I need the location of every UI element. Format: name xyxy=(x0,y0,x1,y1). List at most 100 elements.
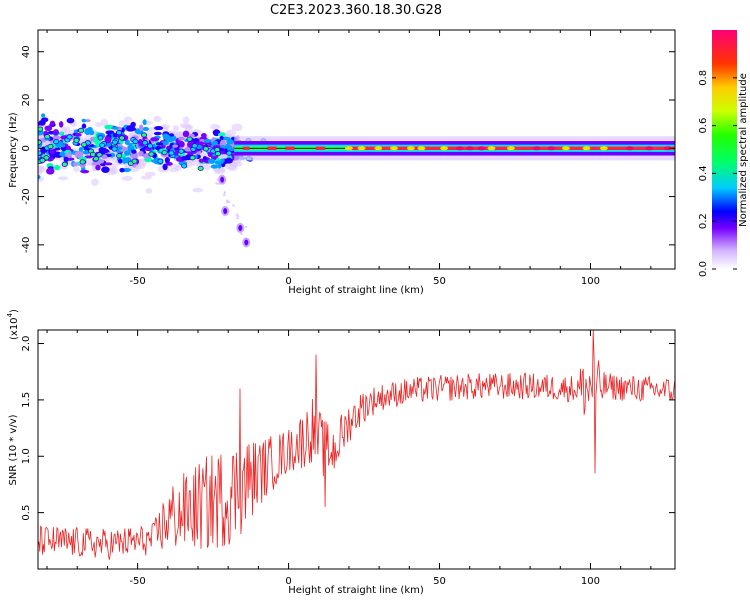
spectrogram-cell xyxy=(144,171,156,177)
snr-multiplier-close: ) xyxy=(9,309,20,313)
spectrogram-cell xyxy=(44,125,53,132)
spectrogram-cell xyxy=(223,191,227,194)
spectrogram-cell xyxy=(212,140,218,146)
spectrogram-cell xyxy=(184,147,191,152)
spectrogram-cell xyxy=(46,167,55,175)
spectrogram-cell xyxy=(561,146,570,151)
spectrogram-cell xyxy=(80,169,90,174)
spectrogram-cell xyxy=(202,156,208,161)
spectrogram-ytick-label: 0 xyxy=(21,145,32,151)
colorbar-tick-label: 0.4 xyxy=(698,165,709,181)
spectrogram-xlabel: Height of straight line (km) xyxy=(288,285,424,296)
spectrogram-cell xyxy=(38,174,41,180)
spectrogram-ylabel: Frequency (Hz) xyxy=(8,112,19,188)
spectrogram-cell xyxy=(53,151,61,155)
spectrogram-frame xyxy=(37,29,676,270)
spectrogram-cell xyxy=(599,146,608,151)
spectrogram-cell xyxy=(226,139,234,145)
spectrogram-cell xyxy=(228,200,231,204)
spectrogram-cell xyxy=(157,158,164,164)
spectrogram-cell xyxy=(145,188,153,194)
spectrogram-cell xyxy=(131,149,137,154)
spectrogram-cell xyxy=(72,162,79,167)
spectrogram-cell xyxy=(214,151,221,157)
spectrogram-cell xyxy=(38,126,44,132)
spectrogram-cell xyxy=(172,144,179,148)
spectrogram-cell xyxy=(130,152,139,159)
spectrogram-cell xyxy=(140,175,152,180)
spectrogram-cell xyxy=(203,139,212,143)
spectrogram-cell xyxy=(80,142,87,148)
spectrogram-panel: -50 0 50 100 -40 -20 0 20 40 Height of straight … xyxy=(8,29,676,296)
spectrogram-cell xyxy=(121,176,133,181)
spectrogram-cell xyxy=(645,146,654,151)
spectrogram-cell xyxy=(49,153,58,158)
spectrogram-cell xyxy=(116,153,123,159)
spectrogram-cell xyxy=(506,146,515,151)
spectrogram-cell xyxy=(67,157,75,161)
spectrogram-ticks: -50 0 50 100 -40 -20 0 20 40 xyxy=(21,30,675,287)
spectrogram-cell xyxy=(169,167,179,173)
spectrogram-cell xyxy=(66,117,75,124)
spectrogram-cell xyxy=(161,126,169,133)
spectrogram-cell xyxy=(217,163,222,169)
spectrogram-cell xyxy=(118,135,125,141)
snr-xlabel: Height of straight line (km) xyxy=(288,585,424,596)
spectrogram-cell xyxy=(44,134,51,140)
spectrogram-cell xyxy=(227,164,238,171)
spectrogram-cell xyxy=(222,193,226,196)
spectrogram-xtick-label: 0 xyxy=(285,276,291,287)
spectrogram-cell xyxy=(49,149,55,155)
spectrogram-cell xyxy=(547,146,556,151)
spectrogram-cell xyxy=(38,150,43,156)
colorbar-tick-label: 0.0 xyxy=(698,261,709,277)
spectrogram-cell xyxy=(61,161,68,167)
spectrogram-cell xyxy=(110,163,118,168)
spectrogram-cell xyxy=(74,151,84,158)
colorbar-label: Normalized spectral amplitude xyxy=(738,73,749,227)
spectrogram-cell xyxy=(240,232,243,236)
spectrogram-xtick-label: 50 xyxy=(433,276,446,287)
snr-xtick-label: -50 xyxy=(129,576,145,587)
spectrogram-cell xyxy=(142,119,147,126)
spectrogram-cell xyxy=(78,146,85,151)
spectrogram-cell xyxy=(43,155,50,161)
spectrogram-cell xyxy=(150,137,160,142)
spectrogram-cell xyxy=(214,160,224,165)
spectrogram-cell xyxy=(209,124,221,130)
spectrogram-cell xyxy=(73,137,80,144)
spectrogram-cell xyxy=(210,164,219,169)
spectrogram-cell xyxy=(78,127,85,134)
spectrogram-cell xyxy=(57,176,69,181)
spectrogram-cell xyxy=(141,140,148,146)
spectrogram-cell xyxy=(148,151,155,157)
spectrogram-cell xyxy=(101,154,108,160)
colorbar-ticks: 0.0 0.2 0.4 0.6 0.8 xyxy=(698,70,737,277)
spectrogram-cell xyxy=(93,156,100,162)
spectrogram-cell xyxy=(38,119,46,126)
spectrogram-cell xyxy=(216,178,219,182)
snr-frame xyxy=(37,329,676,570)
spectrogram-cell xyxy=(625,146,634,151)
colorbar-tick-label: 0.6 xyxy=(698,118,709,134)
colorbar: 0.0 0.2 0.4 0.6 0.8 Normalized spectral ampl… xyxy=(698,30,749,277)
spectrogram-cell xyxy=(455,146,464,151)
spectrogram-cell xyxy=(182,130,190,138)
spectrogram-cell xyxy=(389,146,398,151)
snr-xtick-label: 50 xyxy=(433,576,446,587)
spectrogram-cell xyxy=(219,145,226,149)
spectrogram-cell xyxy=(207,158,216,164)
snr-panel: -50 0 50 100 0.5 1.0 1.5 2.0 Height of straight… xyxy=(6,309,676,596)
spectrogram-cell xyxy=(124,139,130,146)
spectrogram-cell xyxy=(105,130,115,135)
spectrogram-cell xyxy=(138,150,144,157)
spectrogram-cell xyxy=(231,123,243,132)
spectrogram-cell xyxy=(197,165,204,171)
spectrogram-cell xyxy=(181,155,189,161)
spectrogram-ytick-label: -40 xyxy=(21,237,32,253)
spectrogram-ytick-label: -20 xyxy=(21,188,32,204)
spectrogram-data xyxy=(38,113,675,248)
spectrogram-cell xyxy=(74,133,82,137)
spectrogram-cell xyxy=(195,141,205,146)
spectrogram-cell xyxy=(154,126,164,131)
